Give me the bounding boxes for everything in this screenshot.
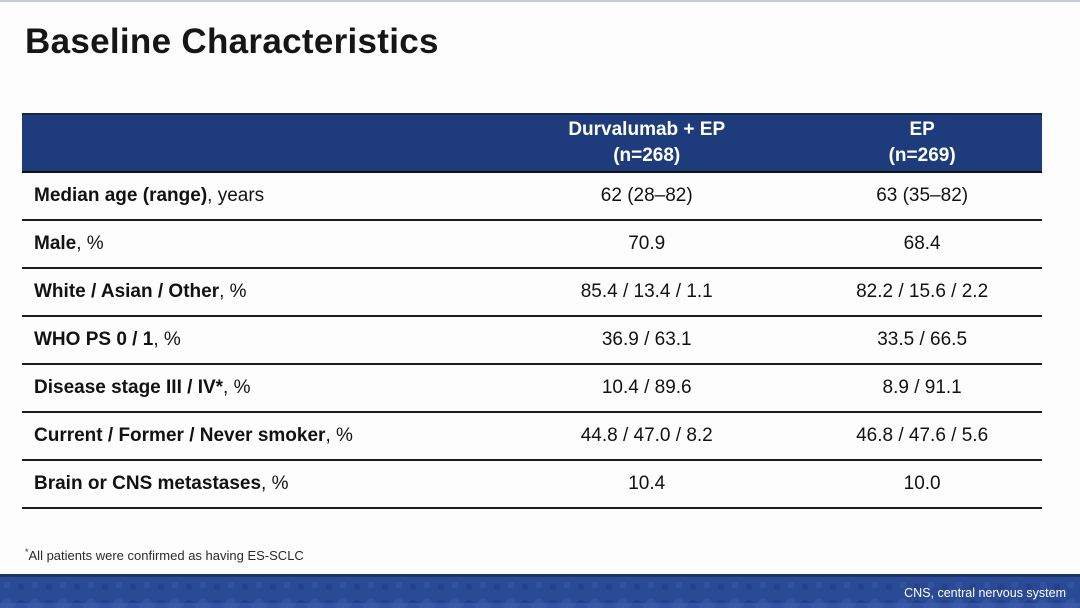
row-label-cell: Male, % xyxy=(22,220,492,269)
footer-bottom-strip xyxy=(0,603,1080,608)
value-cell: 10.0 xyxy=(802,460,1042,509)
header-spacer-cell xyxy=(22,113,492,173)
footnote-text: All patients were confirmed as having ES… xyxy=(28,548,304,563)
footnote-asterisk: * xyxy=(25,547,29,557)
row-label-bold: Brain or CNS metastases xyxy=(34,473,262,494)
value-cell: 44.8 / 47.0 / 8.2 xyxy=(491,412,803,461)
table-row: Current / Former / Never smoker, % 44.8 … xyxy=(22,412,1042,461)
table-row: Disease stage III / IV*, % 10.4 / 89.6 8… xyxy=(22,364,1042,413)
value-cell: 36.9 / 63.1 xyxy=(491,316,803,365)
row-label-suffix: , % xyxy=(76,233,104,254)
value-cell: 46.8 / 47.6 / 5.6 xyxy=(802,412,1042,461)
value-cell: 70.9 xyxy=(491,220,803,269)
value-cell: 62 (28–82) xyxy=(491,172,803,221)
row-label-bold: White / Asian / Other xyxy=(34,281,220,302)
footer-bar: CNS, central nervous system xyxy=(0,574,1080,608)
value-cell: 68.4 xyxy=(802,220,1042,269)
row-label-suffix: , % xyxy=(219,281,247,302)
value-cell: 85.4 / 13.4 / 1.1 xyxy=(491,268,803,317)
row-label-suffix: , % xyxy=(223,377,251,398)
row-label-suffix: , % xyxy=(261,473,289,494)
table-row: Median age (range), years 62 (28–82) 63 … xyxy=(22,172,1042,221)
value-cell: 10.4 xyxy=(491,460,803,509)
header-col-durvalumab-ep: Durvalumab + EP (n=268) xyxy=(491,113,803,173)
row-label-suffix: , % xyxy=(325,425,353,446)
footer-abbreviation-note: CNS, central nervous system xyxy=(904,585,1066,600)
row-label-cell: Median age (range), years xyxy=(22,172,492,221)
row-label-cell: Disease stage III / IV*, % xyxy=(22,364,492,413)
header-col-n: (n=269) xyxy=(888,145,956,166)
header-col-ep: EP (n=269) xyxy=(802,113,1042,173)
row-label-suffix: , years xyxy=(207,185,265,206)
slide-title: Baseline Characteristics xyxy=(25,22,439,61)
row-label-cell: Current / Former / Never smoker, % xyxy=(22,412,492,461)
value-cell: 10.4 / 89.6 xyxy=(491,364,803,413)
header-col-n: (n=268) xyxy=(613,145,681,166)
table-header-row: Durvalumab + EP (n=268) EP (n=269) xyxy=(22,113,1042,173)
row-label-bold: Current / Former / Never smoker xyxy=(34,425,326,446)
row-label-bold: Disease stage III / IV* xyxy=(34,377,224,398)
row-label-bold: Median age (range) xyxy=(34,185,208,206)
row-label-cell: WHO PS 0 / 1, % xyxy=(22,316,492,365)
row-label-cell: White / Asian / Other, % xyxy=(22,268,492,317)
slide-top-edge xyxy=(0,0,1080,2)
row-label-bold: WHO PS 0 / 1 xyxy=(34,329,154,350)
table-row: White / Asian / Other, % 85.4 / 13.4 / 1… xyxy=(22,268,1042,317)
value-cell: 82.2 / 15.6 / 2.2 xyxy=(802,268,1042,317)
value-cell: 8.9 / 91.1 xyxy=(802,364,1042,413)
row-label-bold: Male xyxy=(34,233,77,254)
crowd-pattern-decoration xyxy=(0,577,1080,608)
row-label-suffix: , % xyxy=(153,329,181,350)
row-label-cell: Brain or CNS metastases, % xyxy=(22,460,492,509)
value-cell: 33.5 / 66.5 xyxy=(802,316,1042,365)
footnote: *All patients were confirmed as having E… xyxy=(25,547,304,564)
value-cell: 63 (35–82) xyxy=(802,172,1042,221)
header-col-title: EP xyxy=(909,119,935,141)
baseline-table-container: Durvalumab + EP (n=268) EP (n=269) Media… xyxy=(22,113,1042,509)
table-row: Brain or CNS metastases, % 10.4 10.0 xyxy=(22,460,1042,509)
table-row: Male, % 70.9 68.4 xyxy=(22,220,1042,269)
baseline-characteristics-table: Durvalumab + EP (n=268) EP (n=269) Media… xyxy=(22,113,1042,509)
table-row: WHO PS 0 / 1, % 36.9 / 63.1 33.5 / 66.5 xyxy=(22,316,1042,365)
header-col-title: Durvalumab + EP xyxy=(568,119,726,141)
